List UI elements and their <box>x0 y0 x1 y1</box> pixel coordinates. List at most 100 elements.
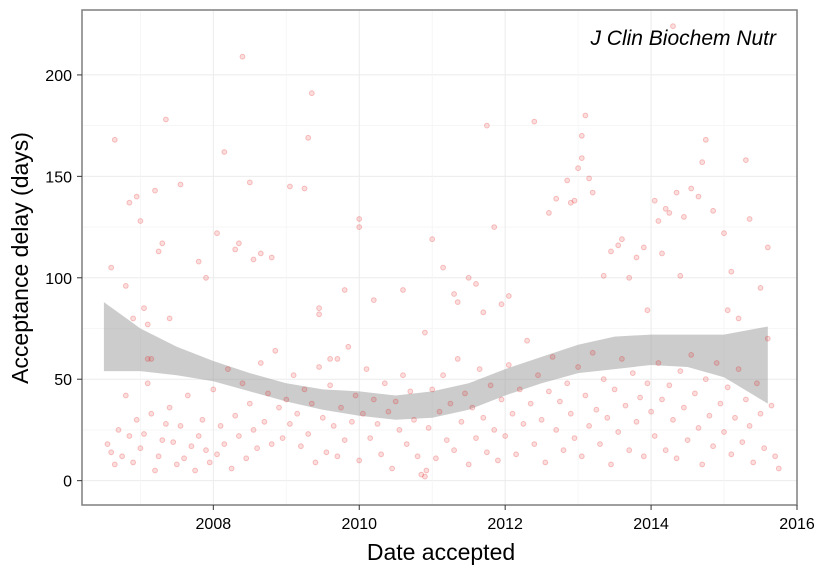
data-point <box>633 418 640 425</box>
data-point <box>195 433 202 439</box>
data-point <box>104 441 111 448</box>
data-point <box>480 309 487 316</box>
x-tick-label: 2014 <box>633 516 669 533</box>
data-point <box>341 437 348 444</box>
data-point <box>681 214 687 220</box>
data-point <box>764 244 771 251</box>
data-point <box>451 291 458 297</box>
x-tick-label: 2008 <box>196 516 232 533</box>
data-point <box>735 366 742 373</box>
data-point <box>163 116 169 123</box>
data-point <box>177 181 184 188</box>
data-point <box>422 473 428 480</box>
data-point <box>593 406 600 413</box>
data-point <box>334 453 341 460</box>
data-point <box>141 431 147 437</box>
data-point <box>440 264 447 271</box>
data-point <box>236 240 242 247</box>
data-point <box>724 384 731 391</box>
data-point <box>341 287 348 293</box>
data-point <box>327 356 334 362</box>
data-point <box>276 404 282 411</box>
data-point <box>495 457 501 464</box>
data-point <box>699 159 706 166</box>
data-point <box>531 118 538 125</box>
x-axis-title: Date accepted <box>367 539 515 565</box>
data-point <box>454 356 461 362</box>
data-point <box>469 404 476 411</box>
data-point <box>732 414 738 421</box>
data-point <box>381 380 388 387</box>
data-point <box>564 380 571 387</box>
data-point <box>578 132 585 139</box>
data-point <box>141 305 147 312</box>
y-axis-ticks: 0 50 100 150 200 <box>45 68 82 491</box>
data-point <box>144 380 151 387</box>
y-tick-label: 0 <box>63 474 72 491</box>
data-point <box>498 396 505 403</box>
data-point <box>356 457 363 464</box>
data-point <box>509 410 516 417</box>
data-point <box>166 404 173 411</box>
data-point <box>560 447 567 454</box>
y-tick-label: 200 <box>45 68 72 85</box>
data-point <box>757 410 764 417</box>
data-point <box>520 421 527 427</box>
data-point <box>108 449 115 456</box>
data-point <box>181 455 188 462</box>
data-point <box>330 423 337 429</box>
data-point <box>735 315 742 322</box>
data-point <box>465 274 472 281</box>
x-tick-label: 2012 <box>487 516 523 533</box>
data-point <box>152 187 158 194</box>
data-point <box>305 134 312 141</box>
data-point <box>692 390 698 397</box>
data-point <box>192 467 199 474</box>
data-point <box>699 461 706 468</box>
data-point <box>210 386 217 393</box>
data-point <box>356 216 363 222</box>
data-point <box>655 360 662 366</box>
data-point <box>640 244 647 251</box>
data-point <box>582 392 589 399</box>
data-point <box>662 447 669 454</box>
data-point <box>111 136 118 143</box>
plot-panel-background <box>82 10 797 505</box>
data-point <box>629 370 636 377</box>
data-point <box>308 90 315 97</box>
data-point <box>144 321 151 328</box>
data-point <box>214 230 220 237</box>
chart-annotation: J Clin Biochem Nutr <box>589 27 777 50</box>
data-point <box>374 421 381 427</box>
data-point <box>604 414 611 421</box>
data-point <box>662 205 669 212</box>
data-point <box>170 439 177 446</box>
data-point <box>516 386 523 393</box>
data-point <box>148 356 155 362</box>
data-point <box>370 396 377 403</box>
data-point <box>626 274 633 281</box>
data-point <box>392 398 399 405</box>
data-point <box>608 461 614 468</box>
data-point <box>155 248 162 255</box>
data-point <box>670 23 676 30</box>
data-point <box>363 366 370 373</box>
data-point <box>327 382 334 389</box>
data-point <box>144 356 151 362</box>
data-point <box>677 272 684 279</box>
data-point <box>443 437 450 444</box>
data-point <box>586 175 592 182</box>
data-point <box>666 210 673 216</box>
data-point <box>166 315 173 322</box>
data-point <box>746 216 753 222</box>
data-point <box>305 431 312 437</box>
data-point <box>567 199 574 206</box>
data-point <box>476 366 483 373</box>
data-point <box>626 447 633 454</box>
data-point <box>418 471 425 478</box>
data-point <box>257 250 264 257</box>
data-point <box>597 441 603 448</box>
data-point <box>403 441 410 448</box>
data-point <box>173 461 180 468</box>
